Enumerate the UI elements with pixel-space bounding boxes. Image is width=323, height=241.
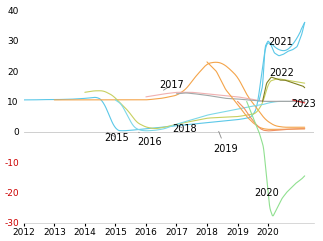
Text: 2017: 2017 [160,80,184,90]
Text: 2021: 2021 [269,37,293,47]
Text: 2022: 2022 [270,67,295,78]
Text: 2018: 2018 [172,124,196,134]
Text: 2023: 2023 [291,100,316,109]
Text: 2016: 2016 [137,132,162,147]
Text: 2020: 2020 [254,187,279,198]
Text: 2019: 2019 [213,131,238,154]
Text: 2015: 2015 [105,132,130,143]
